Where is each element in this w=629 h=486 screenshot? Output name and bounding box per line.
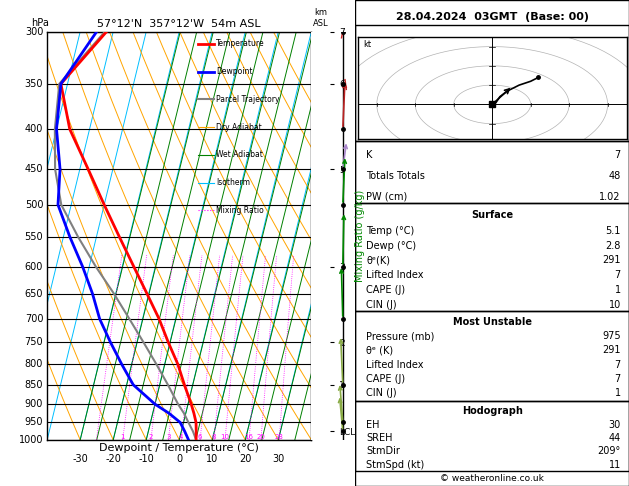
Text: 450: 450 bbox=[25, 164, 43, 174]
Text: Isotherm: Isotherm bbox=[216, 178, 250, 187]
Text: 28.04.2024  03GMT  (Base: 00): 28.04.2024 03GMT (Base: 00) bbox=[396, 12, 589, 22]
Text: θᵉ (K): θᵉ (K) bbox=[366, 346, 394, 355]
Text: 48: 48 bbox=[608, 171, 621, 181]
Text: Most Unstable: Most Unstable bbox=[453, 317, 532, 327]
Text: 1000: 1000 bbox=[19, 435, 43, 445]
Text: θᵉ(K): θᵉ(K) bbox=[366, 255, 391, 265]
Text: 3: 3 bbox=[166, 434, 170, 440]
Text: 11: 11 bbox=[608, 459, 621, 469]
Text: 8: 8 bbox=[212, 434, 216, 440]
Text: 600: 600 bbox=[25, 261, 43, 272]
Text: 7: 7 bbox=[615, 374, 621, 384]
Text: 400: 400 bbox=[25, 124, 43, 134]
Text: 975: 975 bbox=[602, 331, 621, 341]
Text: 4: 4 bbox=[179, 434, 184, 440]
Text: 291: 291 bbox=[603, 255, 621, 265]
Text: 7: 7 bbox=[615, 151, 621, 160]
Text: Dewpoint: Dewpoint bbox=[216, 67, 253, 76]
Text: Totals Totals: Totals Totals bbox=[366, 171, 425, 181]
Text: EH: EH bbox=[366, 420, 380, 430]
Text: 10: 10 bbox=[206, 454, 218, 464]
Text: 700: 700 bbox=[25, 314, 43, 324]
Text: 291: 291 bbox=[603, 346, 621, 355]
Text: 7: 7 bbox=[615, 270, 621, 280]
Text: CAPE (J): CAPE (J) bbox=[366, 374, 406, 384]
Text: Dewp (°C): Dewp (°C) bbox=[366, 241, 416, 251]
Bar bbox=[355, 141, 629, 203]
X-axis label: Dewpoint / Temperature (°C): Dewpoint / Temperature (°C) bbox=[99, 443, 259, 452]
Text: SREH: SREH bbox=[366, 433, 393, 443]
Text: CIN (J): CIN (J) bbox=[366, 299, 397, 310]
Text: Lifted Index: Lifted Index bbox=[366, 270, 424, 280]
Text: 16: 16 bbox=[245, 434, 253, 440]
Text: 0: 0 bbox=[176, 454, 182, 464]
Text: 2: 2 bbox=[148, 434, 153, 440]
Text: K: K bbox=[366, 151, 373, 160]
Text: 20: 20 bbox=[239, 454, 252, 464]
Text: 1: 1 bbox=[615, 388, 621, 399]
Text: 44: 44 bbox=[608, 433, 621, 443]
Text: 1: 1 bbox=[120, 434, 125, 440]
Text: 10: 10 bbox=[221, 434, 230, 440]
Bar bbox=[355, 25, 629, 141]
Text: StmDir: StmDir bbox=[366, 446, 400, 456]
Text: 7: 7 bbox=[615, 360, 621, 370]
Text: Lifted Index: Lifted Index bbox=[366, 360, 424, 370]
Text: -20: -20 bbox=[105, 454, 121, 464]
Text: Temp (°C): Temp (°C) bbox=[366, 226, 415, 236]
Text: Dry Adiabat: Dry Adiabat bbox=[216, 122, 262, 132]
Text: 1: 1 bbox=[615, 285, 621, 295]
Text: 1.02: 1.02 bbox=[599, 192, 621, 202]
Text: CIN (J): CIN (J) bbox=[366, 388, 397, 399]
Title: 57°12'N  357°12'W  54m ASL: 57°12'N 357°12'W 54m ASL bbox=[97, 19, 261, 30]
Text: km
ASL: km ASL bbox=[313, 8, 328, 28]
Text: 10: 10 bbox=[608, 299, 621, 310]
Text: kt: kt bbox=[363, 40, 371, 49]
Text: Pressure (mb): Pressure (mb) bbox=[366, 331, 435, 341]
Text: 30: 30 bbox=[608, 420, 621, 430]
Text: 6: 6 bbox=[198, 434, 203, 440]
Text: 850: 850 bbox=[25, 380, 43, 390]
Text: 500: 500 bbox=[25, 200, 43, 210]
Text: 300: 300 bbox=[25, 27, 43, 36]
Text: Temperature: Temperature bbox=[216, 39, 265, 48]
Text: 950: 950 bbox=[25, 417, 43, 428]
Text: 650: 650 bbox=[25, 289, 43, 299]
Text: 30: 30 bbox=[272, 454, 284, 464]
Text: -10: -10 bbox=[138, 454, 154, 464]
Text: hPa: hPa bbox=[31, 17, 49, 28]
Text: 28: 28 bbox=[275, 434, 284, 440]
Text: CAPE (J): CAPE (J) bbox=[366, 285, 406, 295]
Text: Parcel Trajectory: Parcel Trajectory bbox=[216, 95, 280, 104]
Text: 900: 900 bbox=[25, 399, 43, 409]
Text: Surface: Surface bbox=[471, 210, 513, 220]
Text: 800: 800 bbox=[25, 359, 43, 369]
Text: 550: 550 bbox=[25, 232, 43, 242]
Text: StmSpd (kt): StmSpd (kt) bbox=[366, 459, 425, 469]
Text: 5.1: 5.1 bbox=[606, 226, 621, 236]
Text: Mixing Ratio: Mixing Ratio bbox=[216, 206, 264, 215]
Text: © weatheronline.co.uk: © weatheronline.co.uk bbox=[440, 474, 544, 483]
Bar bbox=[355, 311, 629, 401]
Text: 750: 750 bbox=[25, 337, 43, 347]
Text: 20: 20 bbox=[257, 434, 265, 440]
Text: PW (cm): PW (cm) bbox=[366, 192, 408, 202]
Text: 2.8: 2.8 bbox=[606, 241, 621, 251]
Bar bbox=[355, 401, 629, 471]
Text: Mixing Ratio (g/kg): Mixing Ratio (g/kg) bbox=[355, 190, 365, 282]
Text: -30: -30 bbox=[72, 454, 88, 464]
Text: 209°: 209° bbox=[598, 446, 621, 456]
Bar bbox=[355, 203, 629, 311]
Text: 350: 350 bbox=[25, 79, 43, 89]
Text: Wet Adiabat: Wet Adiabat bbox=[216, 150, 263, 159]
Text: Hodograph: Hodograph bbox=[462, 406, 523, 416]
